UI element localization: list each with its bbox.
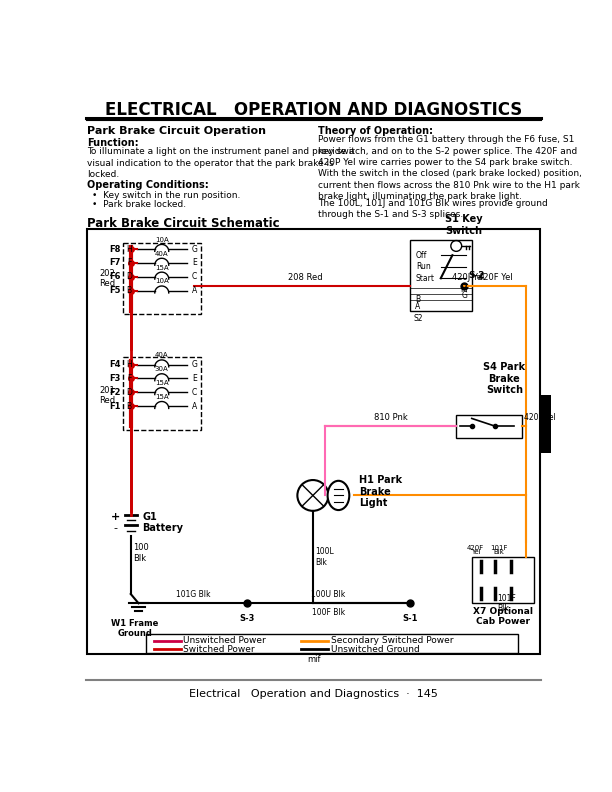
Text: Run: Run	[416, 262, 431, 271]
Text: 810 Pnk: 810 Pnk	[373, 413, 407, 422]
Text: Electrical   Operation and Diagnostics  ·  145: Electrical Operation and Diagnostics · 1…	[189, 689, 438, 699]
Text: F: F	[127, 258, 132, 268]
Text: •  Park brake locked.: • Park brake locked.	[92, 200, 186, 209]
Bar	[123, 357, 201, 430]
Text: B: B	[127, 402, 132, 410]
Text: S1 Key
Switch: S1 Key Switch	[445, 215, 483, 236]
Text: G: G	[461, 291, 467, 299]
Text: 208 Red: 208 Red	[288, 273, 323, 282]
Text: S4 Park
Brake
Switch: S4 Park Brake Switch	[483, 362, 525, 395]
Text: Switched Power: Switched Power	[184, 645, 255, 654]
Text: Unswitched Power: Unswitched Power	[184, 637, 266, 645]
Bar	[146, 634, 518, 653]
Text: 420J Yel: 420J Yel	[452, 273, 484, 282]
Text: E: E	[192, 258, 196, 268]
Text: F2: F2	[109, 388, 121, 397]
Text: Park Brake Circuit Schematic: Park Brake Circuit Schematic	[88, 217, 280, 230]
Text: S-1: S-1	[402, 614, 417, 623]
Text: 420F Yel: 420F Yel	[477, 273, 512, 282]
Text: F7: F7	[110, 258, 121, 268]
Text: B: B	[415, 295, 420, 303]
Text: D: D	[126, 388, 132, 397]
Bar	[88, 229, 540, 654]
Text: 101F
Blk: 101F Blk	[498, 593, 516, 613]
Text: -: -	[113, 523, 118, 533]
Text: Function:: Function:	[88, 138, 139, 148]
Text: F3: F3	[110, 374, 121, 383]
Text: 100F Blk: 100F Blk	[312, 608, 345, 617]
Text: Secondary Switched Power: Secondary Switched Power	[330, 637, 453, 645]
Text: G: G	[192, 360, 197, 369]
Text: •  Key switch in the run position.: • Key switch in the run position.	[92, 191, 241, 200]
Text: 40A: 40A	[155, 352, 168, 358]
Text: 420F Yel: 420F Yel	[524, 413, 556, 422]
Text: C: C	[192, 272, 197, 281]
Text: 10A: 10A	[155, 278, 169, 284]
Text: S2: S2	[414, 314, 423, 323]
Ellipse shape	[327, 481, 349, 510]
Text: 101F: 101F	[490, 545, 507, 551]
Text: S-2: S-2	[468, 271, 484, 280]
Text: 15A: 15A	[155, 394, 168, 400]
Text: D: D	[126, 272, 132, 281]
Text: Yel: Yel	[471, 550, 480, 555]
Text: 100U Blk: 100U Blk	[312, 590, 346, 600]
Text: H: H	[126, 245, 132, 253]
Text: G1
Battery: G1 Battery	[143, 512, 184, 533]
Bar	[457, 414, 522, 438]
Text: A: A	[192, 402, 197, 410]
Text: C: C	[192, 388, 197, 397]
Text: M: M	[460, 285, 467, 295]
Text: Unswitched Ground: Unswitched Ground	[330, 645, 419, 654]
Text: X7 Optional
Cab Power: X7 Optional Cab Power	[472, 607, 533, 626]
Text: S-3: S-3	[239, 614, 255, 623]
Text: Operating Conditions:: Operating Conditions:	[88, 180, 209, 190]
Text: F6: F6	[109, 272, 121, 281]
Text: 10A: 10A	[155, 237, 169, 243]
Text: W1 Frame
Ground: W1 Frame Ground	[111, 619, 159, 638]
Text: mif: mif	[307, 655, 321, 664]
Text: F4: F4	[109, 360, 121, 369]
Text: G: G	[192, 245, 197, 253]
Text: Blk: Blk	[493, 550, 504, 555]
Text: To illuminate a light on the instrument panel and provide a
visual indication to: To illuminate a light on the instrument …	[88, 147, 355, 179]
Text: The 100L, 101J and 101G Blk wires provide ground
through the S-1 and S-3 splices: The 100L, 101J and 101G Blk wires provid…	[318, 199, 548, 219]
Text: F5: F5	[109, 286, 121, 295]
Text: F: F	[127, 374, 132, 383]
Text: F1: F1	[109, 402, 121, 410]
Text: Theory of Operation:: Theory of Operation:	[318, 126, 433, 136]
Text: +: +	[111, 512, 120, 522]
Text: 100L
Blk: 100L Blk	[315, 547, 334, 567]
Circle shape	[297, 480, 329, 511]
Bar	[540, 395, 551, 453]
Text: 201
Red: 201 Red	[99, 386, 116, 405]
Text: 101G Blk: 101G Blk	[176, 590, 210, 600]
Text: 40A: 40A	[155, 250, 168, 257]
Text: A: A	[192, 286, 197, 295]
Text: Power flows from the G1 battery through the F6 fuse, S1
key switch, and on to th: Power flows from the G1 battery through …	[318, 135, 582, 201]
Text: A: A	[415, 303, 420, 311]
Text: ELECTRICAL   OPERATION AND DIAGNOSTICS: ELECTRICAL OPERATION AND DIAGNOSTICS	[105, 101, 522, 120]
Text: H1 Park
Brake
Light: H1 Park Brake Light	[359, 475, 403, 508]
Text: E: E	[192, 374, 196, 383]
Text: 202
Red: 202 Red	[99, 268, 116, 288]
Text: 100
Blk: 100 Blk	[133, 543, 149, 563]
Text: 30A: 30A	[155, 366, 169, 372]
Text: H: H	[126, 360, 132, 369]
Text: 15A: 15A	[155, 380, 168, 386]
Text: Start: Start	[416, 274, 435, 283]
Bar	[410, 240, 472, 310]
Text: Off: Off	[416, 251, 427, 260]
Text: 15A: 15A	[155, 265, 168, 271]
Text: 420F: 420F	[467, 545, 484, 551]
Text: B: B	[127, 286, 132, 295]
Text: F8: F8	[110, 245, 121, 253]
Bar	[123, 243, 201, 314]
Text: Park Brake Circuit Operation: Park Brake Circuit Operation	[88, 126, 266, 136]
Bar	[472, 557, 534, 604]
